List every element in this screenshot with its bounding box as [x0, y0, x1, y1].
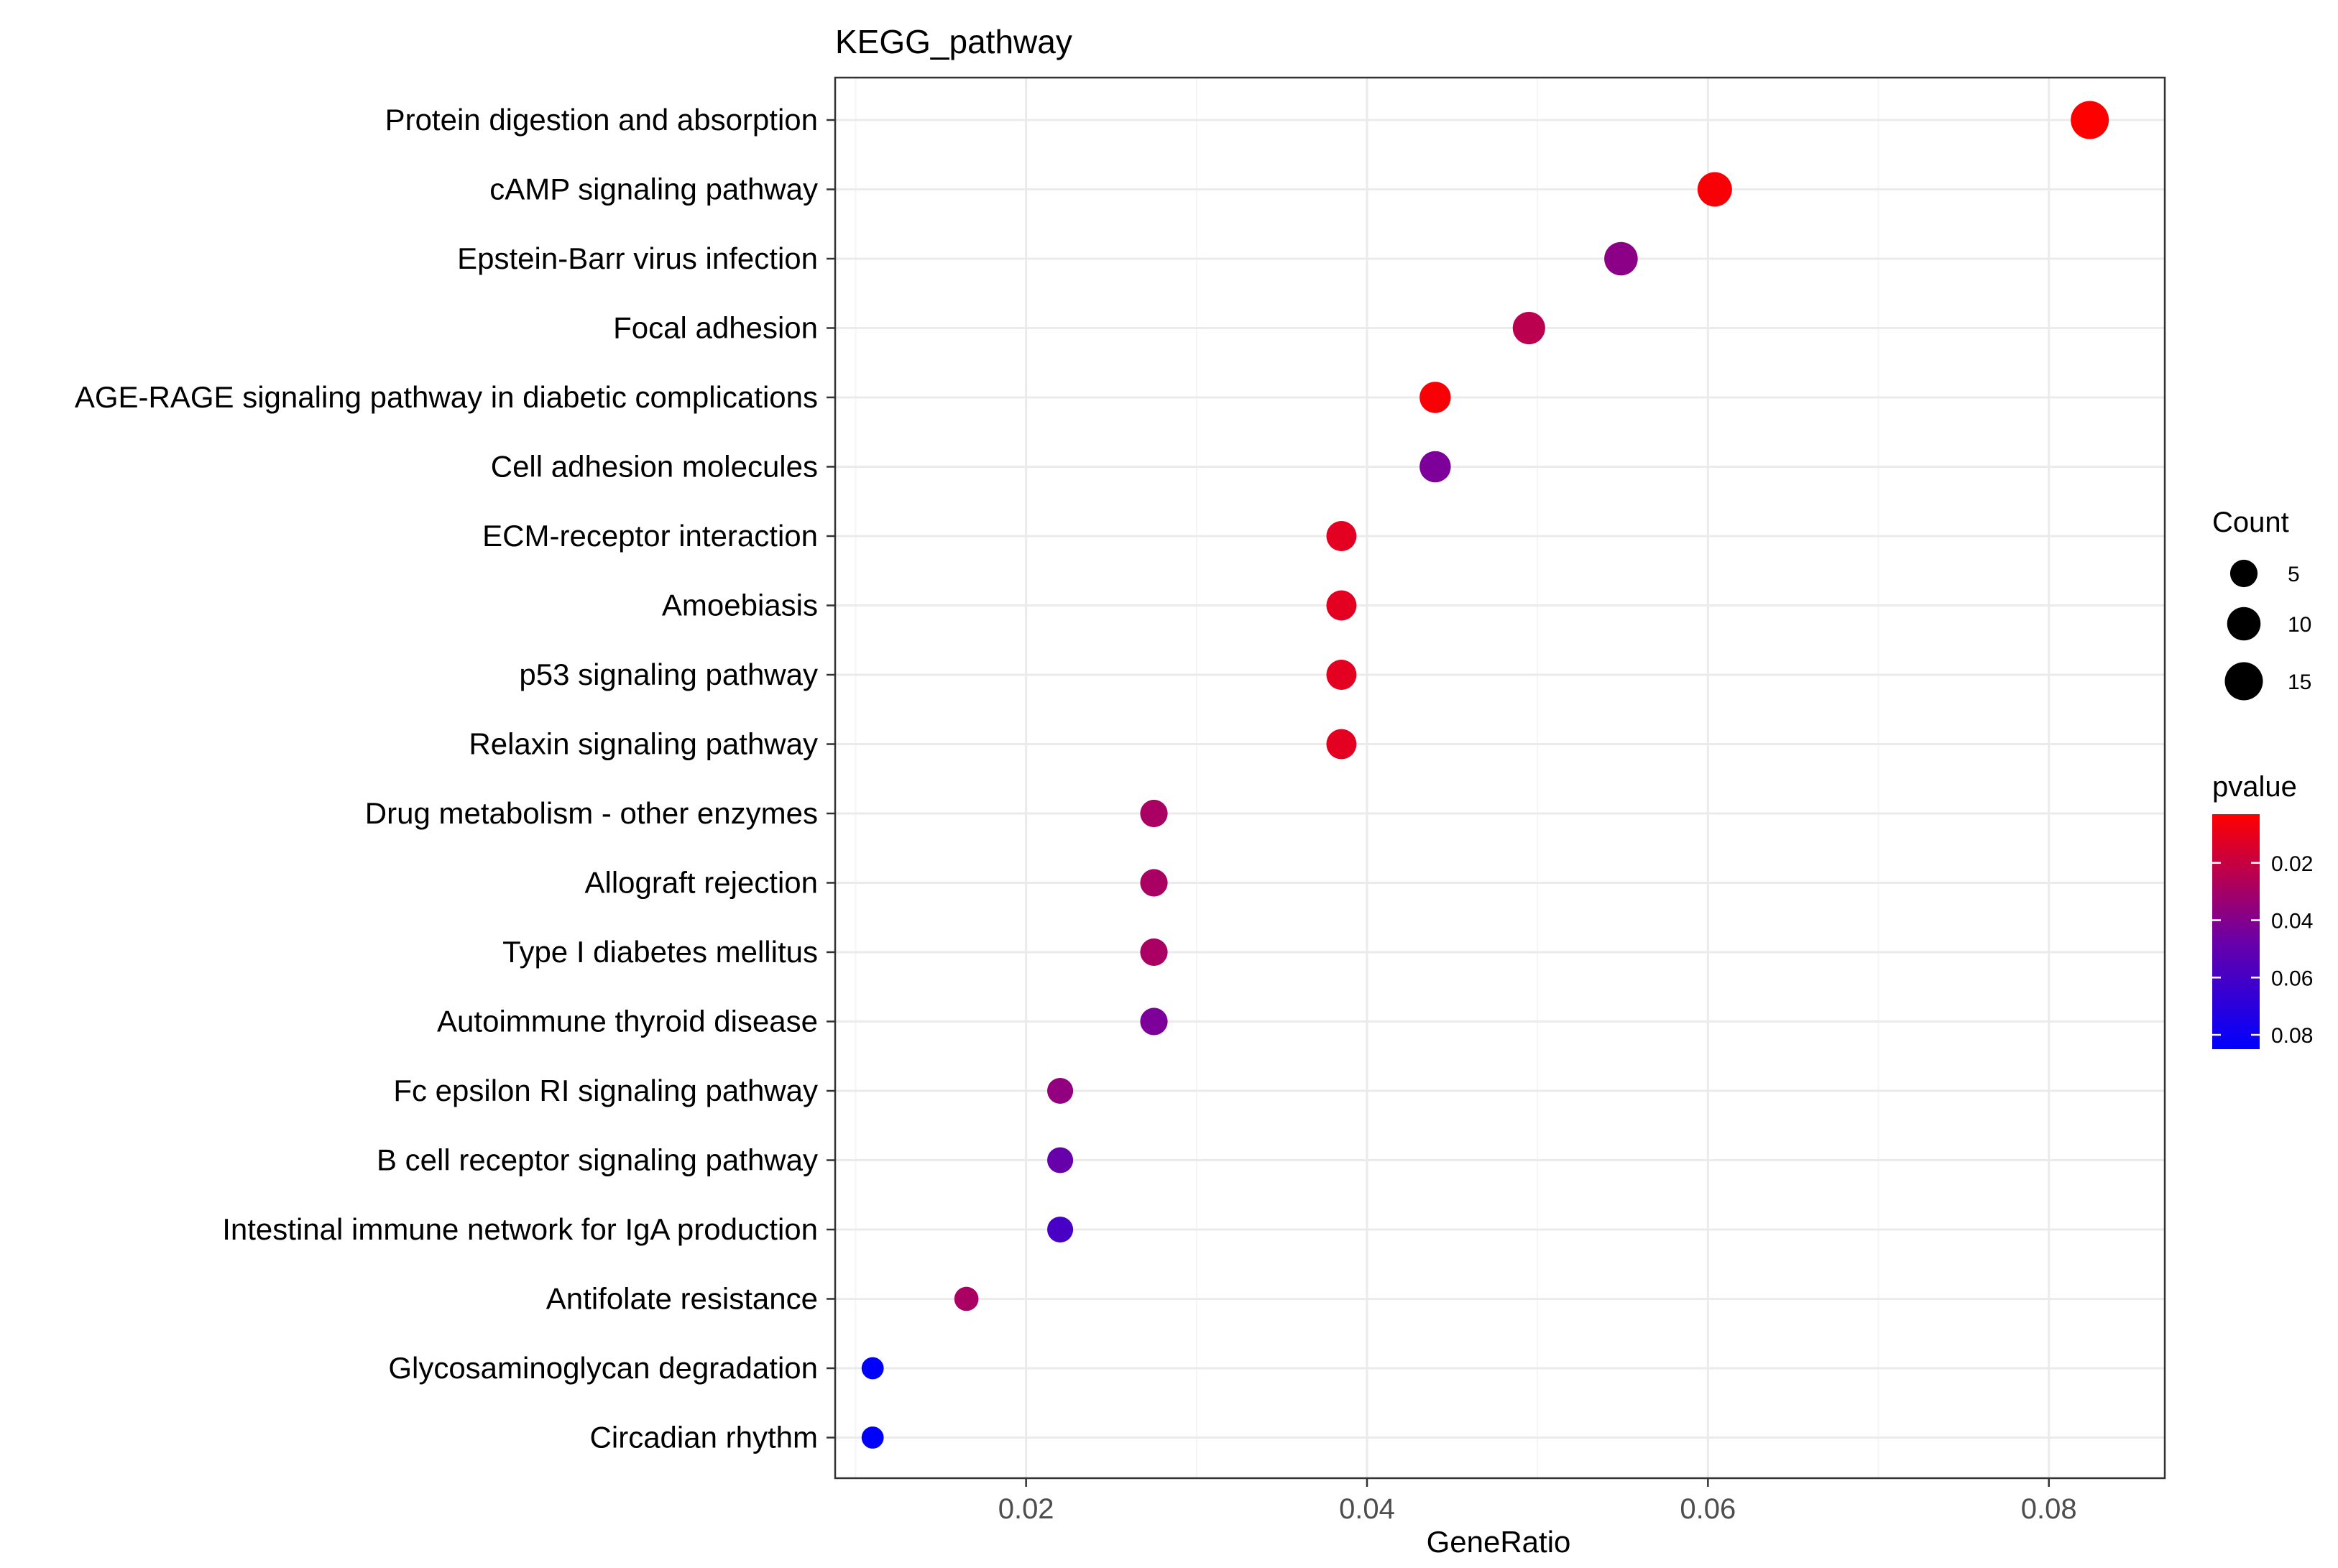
- y-tick-label: Intestinal immune network for IgA produc…: [222, 1212, 818, 1246]
- y-tick-label: Type I diabetes mellitus: [502, 935, 818, 969]
- data-point: [1512, 311, 1545, 345]
- colorbar-ticks: 0.02 0.04 0.06 0.08: [2212, 852, 2313, 1048]
- data-point: [2071, 101, 2109, 139]
- pvalue-colorbar: [2212, 814, 2260, 1049]
- y-tick-label: Glycosaminoglycan degradation: [388, 1351, 818, 1385]
- size-legend-key: [2224, 662, 2263, 701]
- y-tick-label: Epstein-Barr virus infection: [457, 241, 818, 275]
- grid-lines: [835, 78, 2165, 1478]
- x-tick-label: 0.04: [1339, 1493, 1395, 1525]
- y-tick-label: Antifolate resistance: [546, 1282, 818, 1316]
- chart-title: KEGG_pathway: [835, 23, 1072, 60]
- data-point: [861, 1357, 884, 1380]
- data-point: [1419, 451, 1451, 483]
- colorbar-label: 0.06: [2271, 967, 2313, 990]
- y-tick-label: Cell adhesion molecules: [491, 450, 818, 484]
- data-point: [1047, 1077, 1074, 1104]
- data-point: [1604, 241, 1638, 276]
- size-legend-label: 5: [2288, 563, 2300, 586]
- y-tick-label: Relaxin signaling pathway: [469, 727, 818, 761]
- y-tick-label: AGE-RAGE signaling pathway in diabetic c…: [75, 380, 818, 414]
- size-legend-label: 10: [2288, 613, 2311, 637]
- data-point: [1140, 1007, 1168, 1036]
- size-legend-title: Count: [2212, 507, 2289, 538]
- x-tick-label: 0.06: [1680, 1493, 1736, 1525]
- y-tick-label: B cell receptor signaling pathway: [377, 1143, 818, 1177]
- y-tick-label: Allograft rejection: [585, 866, 819, 900]
- data-point: [1047, 1216, 1074, 1243]
- plot-panel-border: [834, 76, 2166, 1480]
- data-point: [1326, 660, 1357, 690]
- data-point: [861, 1426, 884, 1449]
- data-point: [1326, 521, 1357, 551]
- data-point: [954, 1286, 979, 1311]
- color-legend: pvalue 0.02 0.04 0.06 0.08: [2212, 771, 2313, 1049]
- data-points: [861, 101, 2109, 1449]
- data-point: [1047, 1147, 1074, 1173]
- y-axis-labels: Protein digestion and absorption cAMP sig…: [75, 103, 818, 1454]
- x-tick-label: 0.08: [2021, 1493, 2077, 1525]
- size-legend-label: 15: [2288, 670, 2311, 694]
- data-point: [1140, 938, 1168, 967]
- y-tick-label: Circadian rhythm: [590, 1421, 818, 1454]
- size-legend-items: 5 10 15: [2224, 559, 2311, 701]
- y-tick-label: p53 signaling pathway: [519, 658, 818, 691]
- y-axis-ticks: [827, 119, 835, 1439]
- size-legend-key: [2227, 607, 2261, 641]
- data-point: [1697, 172, 1732, 207]
- colorbar-label: 0.04: [2271, 910, 2313, 933]
- y-tick-label: Drug metabolism - other enzymes: [365, 796, 818, 830]
- color-legend-title: pvalue: [2212, 771, 2297, 803]
- y-tick-label: Protein digestion and absorption: [385, 103, 818, 137]
- x-axis-title: GeneRatio: [1427, 1525, 1571, 1559]
- y-tick-label: Focal adhesion: [613, 311, 818, 345]
- data-point: [1140, 869, 1168, 897]
- y-tick-label: Autoimmune thyroid disease: [437, 1005, 818, 1038]
- data-point: [1326, 729, 1357, 760]
- data-point: [1140, 799, 1168, 828]
- x-tick-label: 0.02: [998, 1493, 1054, 1525]
- size-legend-key: [2229, 559, 2258, 588]
- y-tick-label: Amoebiasis: [662, 589, 818, 622]
- colorbar-label: 0.08: [2271, 1024, 2313, 1048]
- colorbar-label: 0.02: [2271, 852, 2313, 876]
- y-tick-label: Fc epsilon RI signaling pathway: [393, 1074, 818, 1107]
- x-axis: 0.02 0.04 0.06 0.08: [998, 1478, 2077, 1525]
- y-tick-label: cAMP signaling pathway: [489, 172, 818, 206]
- size-legend: Count 5 10 15: [2212, 507, 2311, 701]
- data-point: [1326, 590, 1357, 621]
- y-tick-label: ECM-receptor interaction: [482, 519, 818, 553]
- data-point: [1419, 382, 1451, 413]
